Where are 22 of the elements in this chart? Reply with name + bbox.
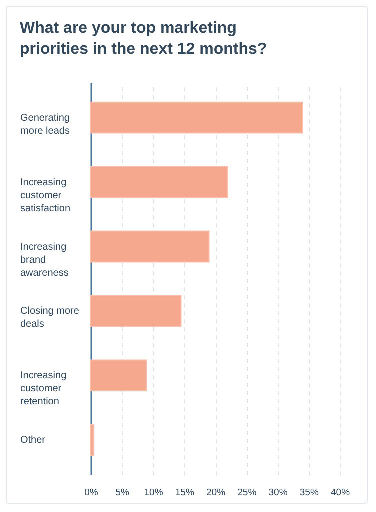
bar: [90, 424, 95, 456]
x-tick-label: 10%: [144, 488, 164, 498]
x-tick-label: 0%: [84, 488, 99, 498]
bar: [90, 102, 304, 134]
x-tick-label: 20%: [206, 488, 226, 498]
bar: [90, 166, 228, 198]
chart-title: What are your top marketing priorities in the next 12 months?: [20, 20, 268, 58]
bar: [90, 295, 182, 328]
bar: [90, 230, 210, 263]
y-tick-label: Increasing brand awareness: [20, 242, 69, 279]
x-tick-label: 15%: [175, 488, 195, 498]
x-tick-label: 35%: [300, 488, 320, 498]
x-tick-label: 40%: [330, 488, 351, 498]
y-tick-label: Closing more deals: [20, 306, 80, 330]
y-tick-label: Other: [20, 435, 46, 446]
bar: [90, 360, 148, 392]
y-tick-label: Generating more leads: [20, 112, 70, 137]
x-tick-label: 25%: [238, 488, 258, 498]
y-tick-label: Increasing customer satisfaction: [20, 177, 71, 214]
x-tick-label: 30%: [268, 488, 288, 498]
y-tick-label: Increasing customer retention: [20, 370, 67, 408]
x-tick-label: 5%: [116, 488, 130, 498]
